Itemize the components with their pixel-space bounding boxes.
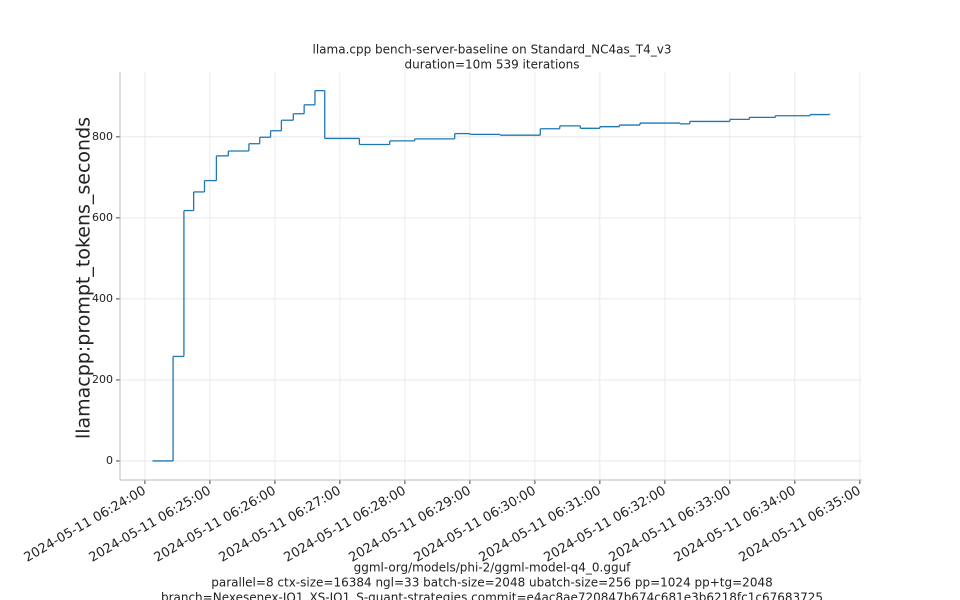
y-tick-label: 0 <box>106 454 113 467</box>
x-axis-label: ggml-org/models/phi-2/ggml-model-q4_0.gg… <box>354 561 632 575</box>
x-tick-label: 2024-05-11 06:32:00 <box>542 484 669 566</box>
x-tick-label: 2024-05-11 06:31:00 <box>477 484 604 566</box>
y-axis-label: llamacpp:prompt_tokens_seconds <box>73 117 95 439</box>
x-tick-label: 2024-05-11 06:24:00 <box>22 484 149 566</box>
y-tick-label: 800 <box>92 130 113 143</box>
x-tick-label: 2024-05-11 06:30:00 <box>412 484 539 566</box>
y-tick-label: 400 <box>92 292 113 305</box>
x-tick-label: 2024-05-11 06:25:00 <box>87 484 214 566</box>
x-tick-label: 2024-05-11 06:33:00 <box>607 484 734 566</box>
x-tick-label: 2024-05-11 06:34:00 <box>672 484 799 566</box>
x-tick-label: 2024-05-11 06:28:00 <box>282 484 409 566</box>
x-tick-label: 2024-05-11 06:26:00 <box>152 484 279 566</box>
x-tick-label: 2024-05-11 06:27:00 <box>217 484 344 566</box>
x-axis-label: parallel=8 ctx-size=16384 ngl=33 batch-s… <box>211 576 772 590</box>
chart-subtitle: duration=10m 539 iterations <box>405 58 580 72</box>
y-tick-label: 200 <box>92 373 113 386</box>
x-tick-label: 2024-05-11 06:29:00 <box>347 484 474 566</box>
x-tick-label: 2024-05-11 06:35:00 <box>737 484 864 566</box>
y-tick-label: 600 <box>92 211 113 224</box>
chart-title: llama.cpp bench-server-baseline on Stand… <box>313 43 672 57</box>
x-axis-label: branch=Nexesenex-IQ1_XS-IQ1_S-quant-stra… <box>161 591 823 600</box>
